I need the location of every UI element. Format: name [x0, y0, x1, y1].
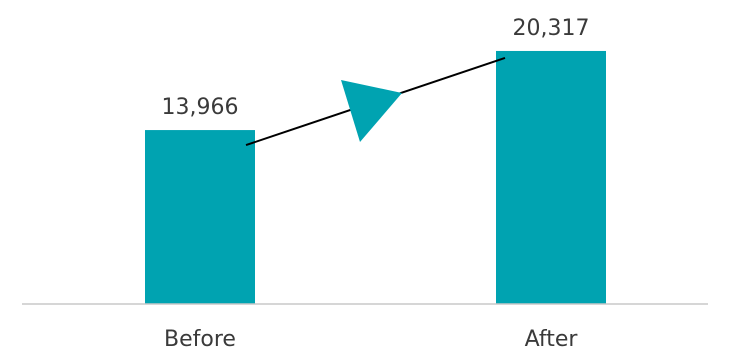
category-label-before: Before [164, 327, 236, 352]
value-label-after: 20,317 [513, 16, 590, 41]
category-label-after: After [525, 327, 579, 352]
trend-arrow-icon [341, 80, 402, 142]
bar-after [496, 50, 606, 304]
bar-before [145, 130, 255, 304]
category-labels-group: Before After [164, 327, 578, 352]
value-label-before: 13,966 [162, 95, 239, 120]
bars-group [145, 50, 606, 304]
value-labels-group: 13,966 20,317 [162, 16, 590, 120]
